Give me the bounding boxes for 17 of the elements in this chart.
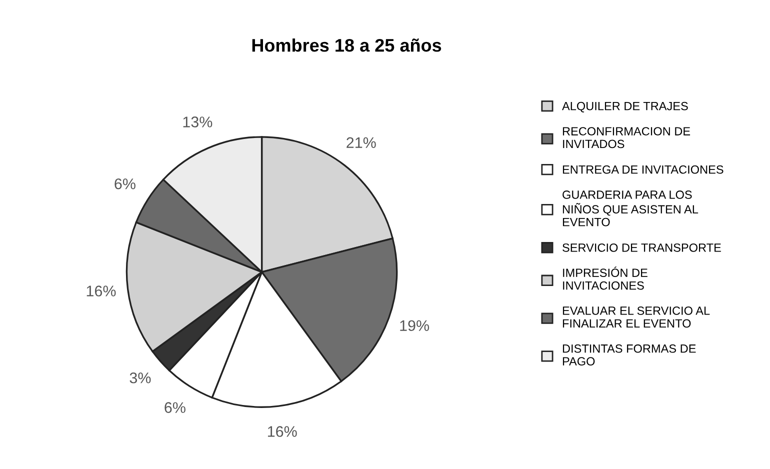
data-label: 3% (130, 372, 151, 384)
legend-label: RECONFIRMACION DE INVITADOS (562, 127, 690, 148)
chart-title: Hombres 18 a 25 años (252, 38, 442, 52)
data-label: 6% (114, 178, 136, 190)
legend-label: ENTREGA DE INVITACIONES (562, 165, 724, 174)
data-label: 6% (164, 402, 186, 413)
data-label: 19% (400, 320, 430, 332)
legend-label: SERVICIO DE TRANSPORTE (562, 243, 721, 252)
legend-label: DISTINTAS FORMAS DE PAGO (562, 344, 696, 366)
legend-label: EVALUAR EL SERVICIO AL FINALIZAR EL EVENTO (562, 306, 710, 328)
data-label: 21% (346, 137, 376, 148)
data-label: 13% (183, 116, 212, 128)
legend-label: GUARDERIA PARA LOS NIÑOS QUE ASISTEN AL EVENTO (562, 190, 698, 226)
data-label: 16% (86, 286, 116, 296)
legend-label: IMPRESIÓN DE INVITACIONES (563, 266, 648, 290)
data-label: 16% (268, 426, 297, 437)
legend-label: ALQUILER DE TRAJES (562, 102, 688, 112)
